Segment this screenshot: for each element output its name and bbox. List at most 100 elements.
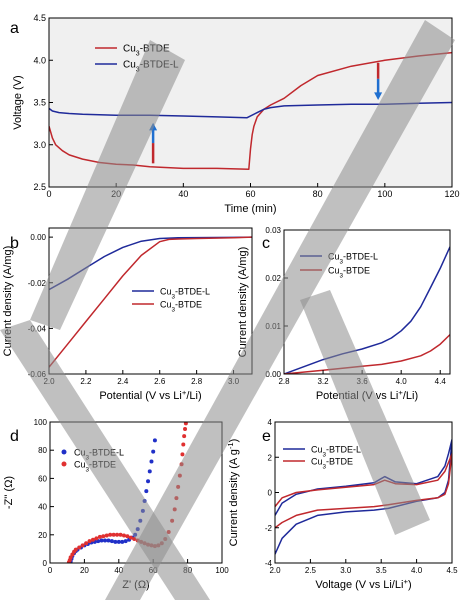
y-tick-label: 4.0 — [33, 55, 46, 65]
data-point — [142, 498, 147, 503]
data-point — [111, 532, 116, 537]
legend-label-part: Cu — [311, 445, 323, 455]
data-point — [99, 538, 104, 543]
legend-label: Cu3-BTDE — [328, 266, 370, 280]
y-tick-label: 3.5 — [33, 98, 46, 108]
x-tick-label: 40 — [178, 189, 188, 199]
data-point — [180, 452, 185, 457]
data-point — [120, 539, 125, 544]
x-axis-label-part: ) — [408, 579, 412, 591]
legend-label-part: Cu — [123, 60, 136, 71]
data-point — [179, 462, 184, 467]
series-line — [275, 438, 452, 555]
legend-label-part: Cu — [328, 266, 340, 276]
y-tick-label: 0 — [268, 489, 273, 498]
data-point — [176, 484, 181, 489]
data-point — [73, 547, 78, 552]
y-axis-label-part: Current density (A g — [228, 449, 240, 546]
x-tick-label: 0 — [46, 189, 51, 199]
x-tick-label: 3.0 — [228, 377, 240, 386]
legend-label-part: -BTDE — [326, 457, 353, 467]
series-line — [275, 452, 452, 529]
plot-area — [66, 422, 188, 563]
y-axis-label-part: -1 — [226, 442, 235, 449]
y-axis-label: Current density (A g-1) — [226, 439, 241, 547]
data-point — [182, 434, 187, 439]
data-point — [91, 537, 95, 542]
x-tick-label: 80 — [313, 189, 323, 199]
x-axis-label-part: /Li) — [403, 390, 418, 402]
data-point — [156, 543, 161, 548]
data-point — [103, 538, 108, 543]
data-point — [115, 532, 120, 537]
plot-area — [49, 236, 252, 368]
y-tick-label: 20 — [38, 531, 47, 540]
data-point — [94, 536, 99, 541]
data-point — [144, 489, 149, 494]
series-line — [284, 334, 450, 374]
data-point — [101, 534, 106, 539]
axis-frame — [48, 227, 253, 375]
x-axis-label-part: Potential (V vs Li — [99, 390, 182, 402]
x-tick-label: 120 — [444, 189, 459, 199]
panel-c: c2.8 3.2 3.6 4.0 4.40.000.010.020.03Potentia… — [237, 226, 451, 402]
x-tick-label: 4.5 — [446, 566, 458, 575]
x-axis-label-part: Potential (V vs Li — [316, 390, 399, 402]
y-axis-label: Current density (A/mg) — [2, 246, 14, 357]
y-axis-label: -Z'' (Ω) — [3, 476, 15, 509]
data-point — [108, 532, 113, 537]
data-point — [181, 442, 186, 447]
legend-label-part: -BTDE — [343, 266, 370, 276]
legend-label-part: -BTDE-L — [343, 252, 378, 262]
x-tick-label: 20 — [111, 189, 121, 199]
data-point — [135, 538, 140, 543]
data-point — [140, 508, 145, 513]
y-tick-label: 4.5 — [33, 13, 46, 23]
data-point — [183, 427, 188, 432]
x-tick-label: 40 — [114, 566, 123, 575]
x-axis-label: Z' (Ω) — [122, 579, 149, 591]
y-tick-label: 0.02 — [265, 274, 281, 283]
x-tick-label: 3.0 — [340, 566, 352, 575]
data-point — [139, 539, 144, 544]
x-tick-label: 4.0 — [411, 566, 423, 575]
legend-label-part: Cu — [74, 448, 86, 458]
data-point — [152, 544, 157, 549]
x-tick-label: 0 — [48, 566, 53, 575]
y-tick-label: -4 — [265, 559, 273, 568]
data-point — [163, 537, 168, 542]
data-point — [121, 533, 126, 538]
data-point — [138, 518, 143, 523]
legend-marker — [61, 449, 67, 455]
x-tick-label: 80 — [183, 566, 192, 575]
data-point — [133, 532, 138, 537]
series-line — [49, 236, 252, 368]
x-tick-label: 4.4 — [435, 377, 447, 386]
y-axis-label: Current density (A/mg) — [237, 247, 249, 358]
legend-label: Cu3-BTDE-L — [328, 252, 378, 266]
data-point — [84, 541, 89, 546]
y-tick-label: -2 — [265, 524, 273, 533]
x-axis-label: Voltage (V vs Li/Li+) — [315, 577, 411, 592]
data-point — [146, 479, 151, 484]
legend-label-part: Cu — [328, 252, 340, 262]
x-tick-label: 4.0 — [396, 377, 408, 386]
data-point — [166, 529, 171, 534]
x-tick-label: 3.2 — [317, 377, 329, 386]
data-point — [170, 518, 175, 523]
y-tick-label: 2.5 — [33, 182, 46, 192]
x-axis-label-part: /Li) — [186, 390, 201, 402]
data-point — [128, 535, 133, 540]
panel-letter: e — [262, 428, 271, 445]
legend-label-part: -BTDE-L — [175, 287, 210, 297]
legend-label-part: -BTDE-L — [140, 60, 179, 71]
panel-letter: c — [262, 235, 270, 252]
data-point — [116, 539, 121, 544]
data-point — [146, 542, 151, 547]
legend-label-part: Cu — [160, 287, 172, 297]
legend-marker — [61, 461, 67, 467]
plot-background — [49, 18, 452, 187]
x-tick-label: 60 — [245, 189, 255, 199]
data-point — [118, 532, 123, 537]
